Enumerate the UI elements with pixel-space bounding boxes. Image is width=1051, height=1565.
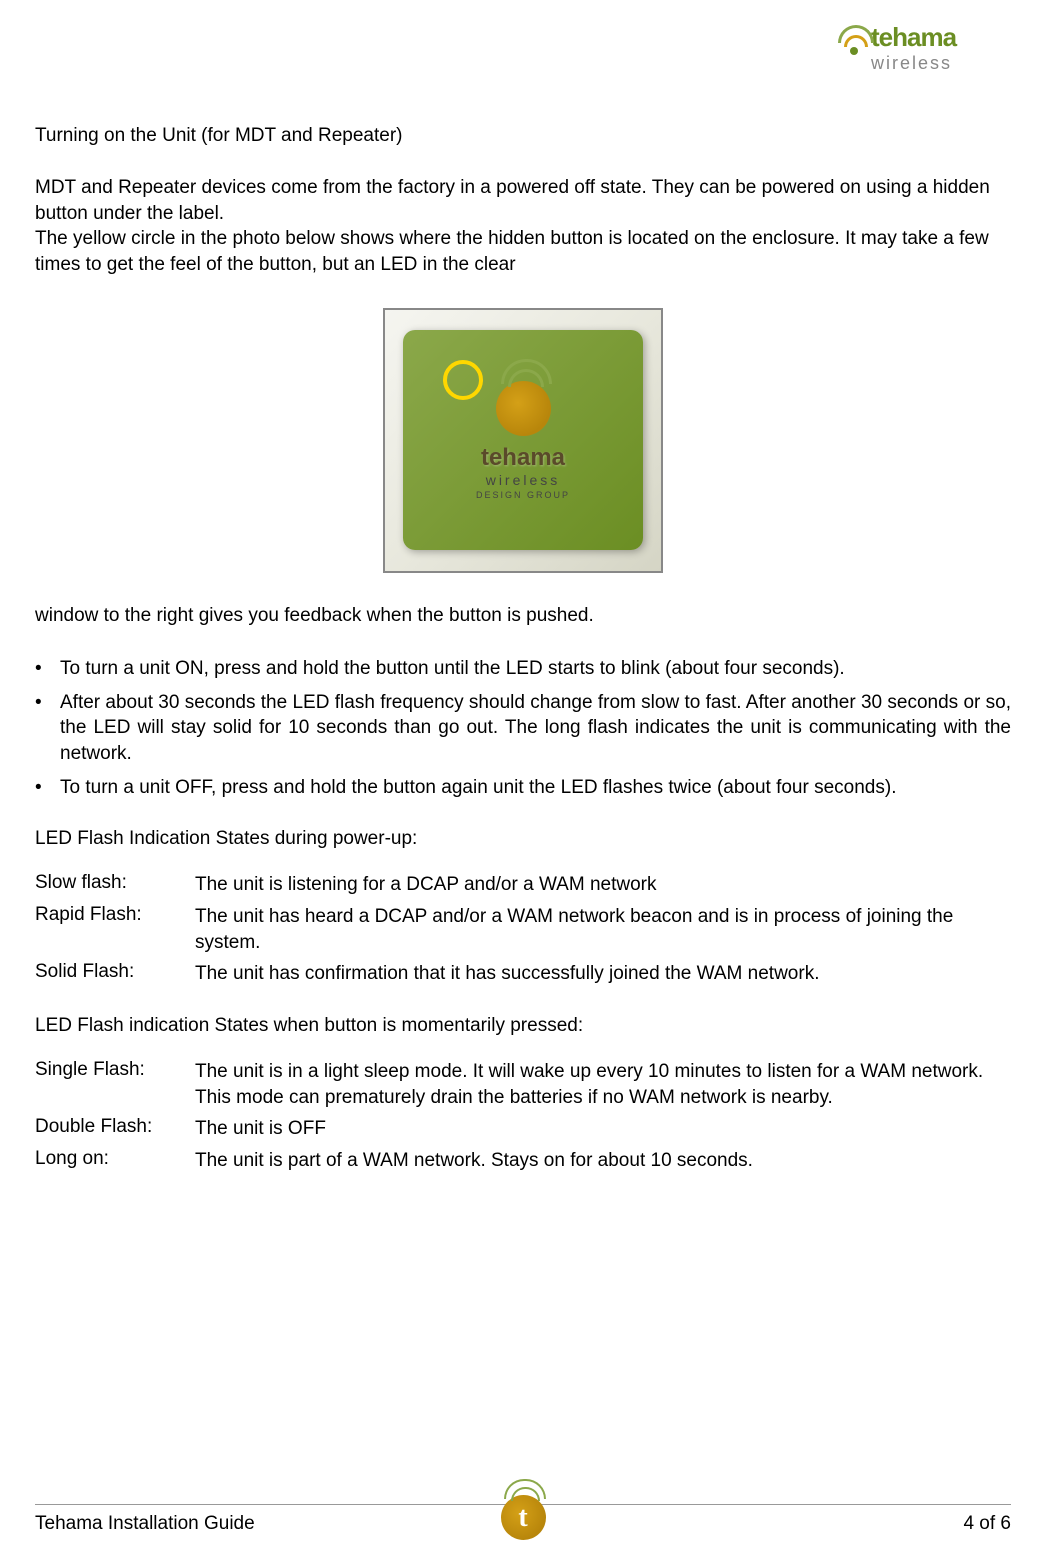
list-item: To turn a unit OFF, press and hold the b… [60,775,1011,801]
device-design-group: DESIGN GROUP [476,490,570,500]
footer-logo-letter: t [518,1502,527,1534]
state-desc: The unit has confirmation that it has su… [195,961,1011,987]
intro-paragraphs: MDT and Repeater devices come from the f… [35,175,1011,278]
page-number: 4 of 6 [963,1513,1011,1535]
footer-logo-icon: t [501,1495,546,1540]
instruction-list: To turn a unit ON, press and hold the bu… [35,656,1011,800]
page-footer: Tehama Installation Guide t 4 of 6 [35,1504,1011,1535]
footer-logo: t [498,1495,548,1545]
list-item: To turn a unit ON, press and hold the bu… [60,656,1011,682]
state-label: Slow flash: [35,872,195,898]
list-item: After about 30 seconds the LED flash fre… [60,690,1011,767]
intro-para-1: MDT and Repeater devices come from the f… [35,175,1011,226]
wifi-icon [836,25,871,70]
state-desc: The unit is OFF [195,1116,1011,1142]
section-heading-2: LED Flash indication States when button … [35,1015,1011,1037]
device-brand: tehama [481,444,565,472]
table-row: Slow flash: The unit is listening for a … [35,872,1011,898]
section-heading-1: LED Flash Indication States during power… [35,828,1011,850]
state-desc: The unit has heard a DCAP and/or a WAM n… [195,904,1011,955]
state-desc: The unit is part of a WAM network. Stays… [195,1148,1011,1174]
table-row: Rapid Flash: The unit has heard a DCAP a… [35,904,1011,955]
state-label: Rapid Flash: [35,904,195,955]
state-label: Long on: [35,1148,195,1174]
state-label: Double Flash: [35,1116,195,1142]
page-heading: Turning on the Unit (for MDT and Repeate… [35,125,1011,147]
device-label: tehama wireless DESIGN GROUP [403,330,643,550]
device-logo-icon [496,381,551,436]
logo-text: tehama wireless [871,22,956,74]
device-photo: tehama wireless DESIGN GROUP [383,308,663,573]
table-row: Double Flash: The unit is OFF [35,1116,1011,1142]
after-image-para: window to the right gives you feedback w… [35,603,1011,629]
state-label: Single Flash: [35,1059,195,1110]
header-logo: tehama wireless [836,10,1031,85]
table-row: Solid Flash: The unit has confirmation t… [35,961,1011,987]
brand-subtitle: wireless [871,53,956,74]
state-label: Solid Flash: [35,961,195,987]
table-row: Long on: The unit is part of a WAM netwo… [35,1148,1011,1174]
footer-title: Tehama Installation Guide [35,1513,255,1535]
yellow-circle-indicator [443,360,483,400]
after-image-text: window to the right gives you feedback w… [35,603,1011,629]
intro-para-2: The yellow circle in the photo below sho… [35,226,1011,277]
table-row: Single Flash: The unit is in a light sle… [35,1059,1011,1110]
brand-name: tehama [871,22,956,53]
led-states-button: Single Flash: The unit is in a light sle… [35,1059,1011,1174]
document-content: Turning on the Unit (for MDT and Repeate… [35,125,1011,1174]
state-desc: The unit is listening for a DCAP and/or … [195,872,1011,898]
led-states-powerup: Slow flash: The unit is listening for a … [35,872,1011,987]
state-desc: The unit is in a light sleep mode. It wi… [195,1059,1011,1110]
device-subtitle: wireless [486,472,561,488]
